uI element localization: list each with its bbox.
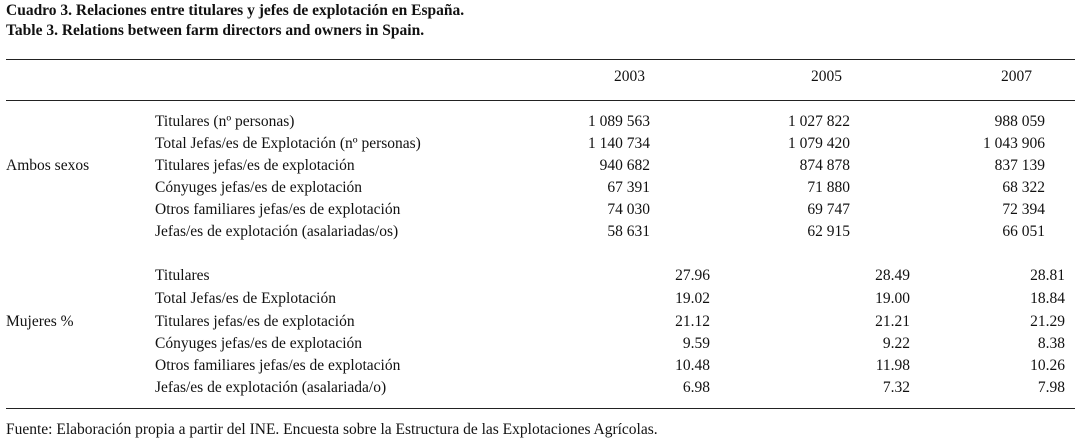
section-label-mujeres: Mujeres % (6, 313, 74, 330)
cell-value: 874 878 (799, 157, 850, 174)
cell-value: 21.21 (875, 313, 910, 330)
row-label: Jefas/es de explotación (asalariada/o) (155, 379, 387, 396)
cell-value: 837 139 (994, 157, 1045, 174)
cell-value: 11.98 (875, 357, 910, 374)
row-label: Otros familiares jefas/es de explotación (155, 201, 401, 218)
cell-value: 68 322 (1002, 179, 1045, 196)
year-header-2007: 2007 (1001, 68, 1032, 85)
cell-value: 7.32 (882, 379, 910, 396)
cell-value: 1 043 906 (983, 135, 1045, 152)
top-rule (6, 59, 1075, 60)
table-source-note: Fuente: Elaboración propia a partir del … (6, 421, 658, 438)
cell-value: 66 051 (1002, 223, 1045, 240)
cell-value: 62 915 (807, 223, 850, 240)
section-label-ambos-sexos: Ambos sexos (6, 157, 90, 174)
cell-value: 8.38 (1037, 335, 1065, 352)
table-caption-english: Table 3. Relations between farm director… (6, 22, 425, 39)
row-label: Cónyuges jefas/es de explotación (155, 179, 363, 196)
bottom-rule (6, 408, 1075, 409)
table-caption-spanish: Cuadro 3. Relaciones entre titulares y j… (6, 2, 465, 19)
row-label: Jefas/es de explotación (asalariadas/os) (155, 223, 399, 240)
cell-value: 28.49 (875, 267, 910, 284)
row-label: Titulares jefas/es de explotación (155, 313, 355, 330)
row-label: Total Jefas/es de Explotación (155, 290, 336, 307)
row-label: Titulares jefas/es de explotación (155, 157, 355, 174)
cell-value: 18.84 (1030, 290, 1065, 307)
cell-value: 71 880 (807, 179, 850, 196)
row-label: Titulares (nº personas) (155, 113, 295, 130)
cell-value: 58 631 (607, 223, 650, 240)
cell-value: 10.26 (1030, 357, 1065, 374)
cell-value: 67 391 (607, 179, 650, 196)
cell-value: 1 079 420 (788, 135, 850, 152)
cell-value: 10.48 (675, 357, 710, 374)
row-label: Total Jefas/es de Explotación (nº person… (155, 135, 421, 152)
cell-value: 1 089 563 (588, 113, 650, 130)
year-header-2005: 2005 (811, 68, 842, 85)
header-rule (6, 100, 1075, 101)
row-label: Cónyuges jefas/es de explotación (155, 335, 363, 352)
cell-value: 6.98 (682, 379, 710, 396)
cell-value: 9.59 (682, 335, 710, 352)
cell-value: 69 747 (807, 201, 850, 218)
cell-value: 72 394 (1002, 201, 1045, 218)
row-label: Titulares (155, 267, 210, 284)
cell-value: 988 059 (994, 113, 1045, 130)
cell-value: 74 030 (607, 201, 650, 218)
cell-value: 21.12 (675, 313, 710, 330)
cell-value: 1 027 822 (788, 113, 850, 130)
cell-value: 28.81 (1030, 267, 1065, 284)
cell-value: 21.29 (1030, 313, 1065, 330)
cell-value: 7.98 (1037, 379, 1065, 396)
row-label: Otros familiares jefas/es de explotación (155, 357, 401, 374)
cell-value: 9.22 (882, 335, 910, 352)
cell-value: 19.02 (675, 290, 710, 307)
cell-value: 19.00 (875, 290, 910, 307)
cell-value: 27.96 (675, 267, 710, 284)
year-header-2003: 2003 (614, 68, 645, 85)
cell-value: 1 140 734 (588, 135, 650, 152)
cell-value: 940 682 (599, 157, 650, 174)
